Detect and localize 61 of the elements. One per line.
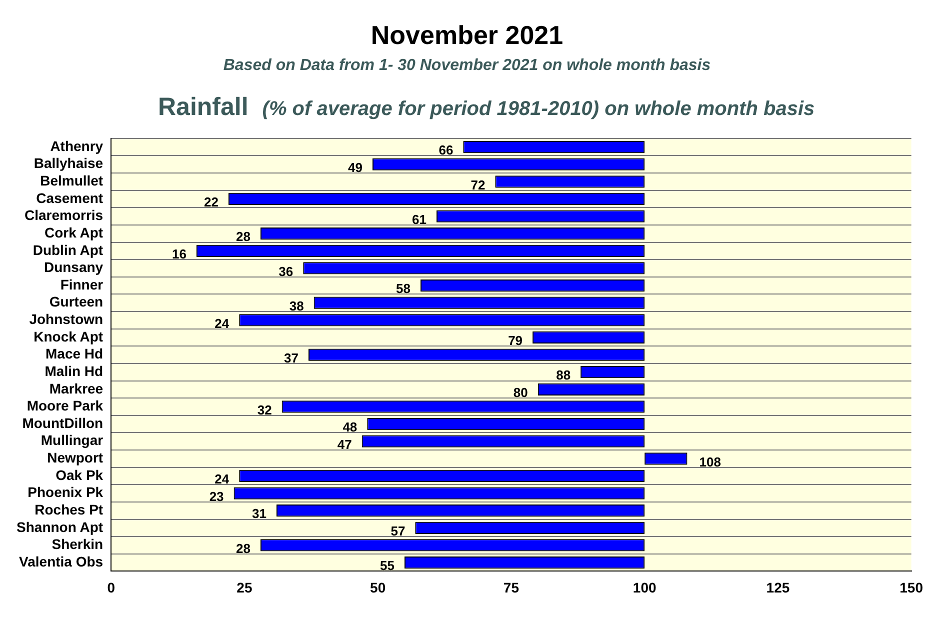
y-tick-label: Mace Hd xyxy=(46,346,104,362)
data-label: 31 xyxy=(252,506,266,522)
data-label: 57 xyxy=(390,524,406,538)
data-label: 61 xyxy=(412,212,427,227)
x-tick-label: 125 xyxy=(766,579,790,596)
data-label: 36 xyxy=(278,264,294,279)
y-tick-label: Casement xyxy=(36,190,104,206)
data-label: 24 xyxy=(214,316,230,331)
y-tick-label: Phoenix Pk xyxy=(28,484,104,500)
data-label: 66 xyxy=(438,142,454,158)
data-label: 28 xyxy=(236,540,250,556)
y-tick-label: Finner xyxy=(60,276,104,292)
chart-subtitle: Based on Data from 1- 30 November 2021 on whole month basis xyxy=(222,57,712,75)
y-tick-label: MountDillon xyxy=(22,414,104,431)
x-tick-label: 100 xyxy=(632,579,656,596)
data-label: 58 xyxy=(396,281,411,296)
x-tick-label: 25 xyxy=(236,579,252,596)
x-tick-label: 0 xyxy=(107,579,116,596)
data-label: 37 xyxy=(284,350,298,366)
text: (% of average for period 1981-2010) on whole month basis xyxy=(262,98,815,120)
y-tick-label: Valentia Obs xyxy=(19,553,104,570)
y-tick-label: Moore Park xyxy=(26,398,104,414)
data-label: 22 xyxy=(204,194,218,210)
y-tick-label: Ballyhaise xyxy=(34,155,104,172)
data-label: 108 xyxy=(699,454,721,470)
y-tick-label: Belmullet xyxy=(40,172,104,189)
data-label: 55 xyxy=(380,558,395,574)
data-label: 32 xyxy=(257,402,272,418)
y-tick-label: Malin Hd xyxy=(44,362,104,379)
text: Rainfall xyxy=(158,93,248,121)
y-tick-label: Roches Pt xyxy=(34,501,104,518)
y-tick-label: Dunsany xyxy=(44,259,104,276)
chart-title: November 2021 xyxy=(370,20,564,51)
x-tick-label: 50 xyxy=(370,579,386,596)
y-tick-label: Shannon Apt xyxy=(16,518,104,535)
x-tick-label: 150 xyxy=(900,579,924,596)
data-label: 79 xyxy=(508,333,523,348)
data-label: 49 xyxy=(348,160,363,175)
data-label: 24 xyxy=(214,472,230,487)
y-tick-label: Markree xyxy=(49,380,104,396)
data-label: 23 xyxy=(209,488,224,504)
data-label: 80 xyxy=(513,385,528,400)
y-tick-label: Cork Apt xyxy=(44,224,104,240)
y-tick-label: Johnstown xyxy=(29,311,104,328)
data-label: 38 xyxy=(289,298,304,314)
data-label: 47 xyxy=(337,436,352,452)
x-tick-label: 75 xyxy=(503,579,520,596)
y-tick-label: Oak Pk xyxy=(56,466,104,483)
data-label: 72 xyxy=(470,177,486,192)
y-tick-label: Sherkin xyxy=(52,536,104,552)
data-label: 28 xyxy=(236,229,250,244)
data-label: 16 xyxy=(172,246,186,262)
y-tick-label: Newport xyxy=(47,450,104,466)
y-tick-label: Claremorris xyxy=(24,207,104,224)
data-label: 88 xyxy=(556,368,571,383)
y-tick-label: Mullingar xyxy=(40,432,104,448)
data-label: 48 xyxy=(342,420,358,435)
y-tick-label: Dublin Apt xyxy=(32,242,104,258)
y-tick-label: Knock Apt xyxy=(34,328,104,344)
y-tick-label: Athenry xyxy=(50,138,104,154)
y-tick-label: Gurteen xyxy=(49,294,104,310)
